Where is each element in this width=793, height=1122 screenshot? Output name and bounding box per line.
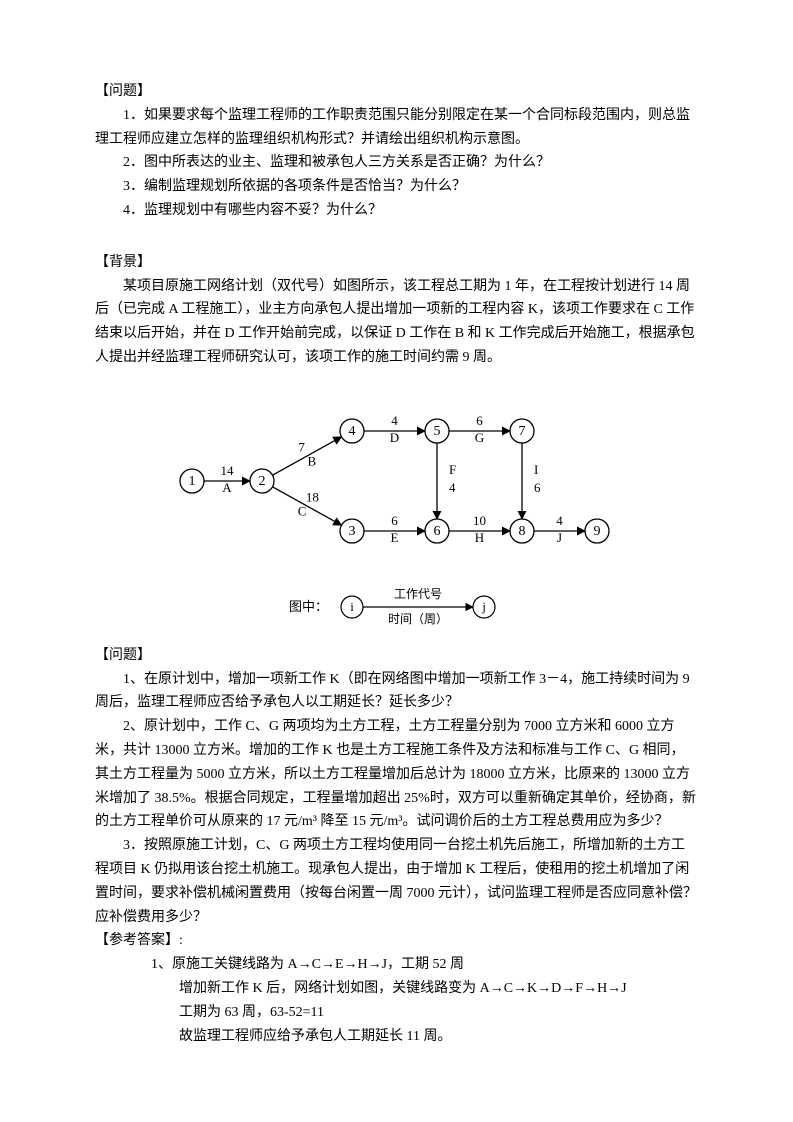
svg-text:F: F <box>449 462 456 477</box>
ans-heading: 【参考答案】: <box>95 929 698 953</box>
svg-text:4: 4 <box>556 513 563 528</box>
ans-line-4: 故监理工程师应给予承包人工期延长 11 周。 <box>95 1025 698 1049</box>
svg-text:i: i <box>350 599 354 614</box>
ans-line-1: 1、原施工关键线路为 A→C→E→H→J，工期 52 周 <box>95 953 698 977</box>
svg-text:7: 7 <box>298 439 305 454</box>
page: 【问题】 1．如果要求每个监理工程师的工作职责范围只能分别限定在某一个合同标段范… <box>0 0 793 1122</box>
svg-text:6: 6 <box>433 524 440 539</box>
bg-heading: 【背景】 <box>95 251 698 275</box>
q1-heading: 【问题】 <box>95 80 698 104</box>
legend-prefix: 图中： <box>289 596 328 618</box>
svg-text:18: 18 <box>305 489 318 504</box>
q1-item-3: 3．编制监理规划所依据的各项条件是否恰当？为什么？ <box>95 175 698 199</box>
q2-item-1: 1、在原计划中，增加一项新工作 K（即在网络图中增加一项新工作 3－4，施工持续… <box>95 668 698 716</box>
svg-text:5: 5 <box>433 424 440 439</box>
svg-text:9: 9 <box>593 524 600 539</box>
svg-text:J: J <box>556 530 561 545</box>
ans-line-3: 工期为 63 周，63-52=11 <box>95 1001 698 1025</box>
svg-text:3: 3 <box>348 524 355 539</box>
svg-text:1: 1 <box>188 474 195 489</box>
q1-item-1: 1．如果要求每个监理工程师的工作职责范围只能分别限定在某一个合同标段范围内，则总… <box>95 104 698 152</box>
network-diagram: A14B7C18D4E6F4G6H10I6J4124356789 <box>95 376 698 576</box>
svg-text:时间（周）: 时间（周） <box>388 612 448 626</box>
svg-text:工作代号: 工作代号 <box>394 587 442 601</box>
svg-text:E: E <box>390 530 398 545</box>
svg-text:G: G <box>474 430 483 445</box>
svg-text:6: 6 <box>391 513 398 528</box>
bg-para: 某项目原施工网络计划（双代号）如图所示，该工程总工期为 1 年，在工程按计划进行… <box>95 275 698 370</box>
legend: 图中： i j 工作代号时间（周） <box>95 584 698 630</box>
svg-text:10: 10 <box>473 513 486 528</box>
svg-text:4: 4 <box>449 480 456 495</box>
svg-text:j: j <box>481 599 486 614</box>
q1-item-2: 2．图中所表达的业主、监理和被承包人三方关系是否正确？为什么？ <box>95 151 698 175</box>
q1-item-4: 4．监理规划中有哪些内容不妥？为什么？ <box>95 199 698 223</box>
q2-item-2: 2、原计划中，工作 C、G 两项均为土方工程，土方工程量分别为 7000 立方米… <box>95 715 698 834</box>
svg-text:B: B <box>307 453 316 468</box>
svg-text:2: 2 <box>258 474 265 489</box>
svg-text:A: A <box>222 480 232 495</box>
svg-text:14: 14 <box>220 463 234 478</box>
svg-text:6: 6 <box>534 480 541 495</box>
svg-text:6: 6 <box>476 413 483 428</box>
svg-text:7: 7 <box>518 424 525 439</box>
ans-line-2: 增加新工作 K 后，网络计划如图，关键线路变为 A→C→K→D→F→H→J <box>95 977 698 1001</box>
svg-text:C: C <box>297 503 306 518</box>
q2-item-3: 3．按照原施工计划，C、G 两项土方工程均使用同一台挖土机先后施工，所增加新的土… <box>95 834 698 929</box>
svg-text:D: D <box>389 430 398 445</box>
svg-text:8: 8 <box>518 524 525 539</box>
svg-text:I: I <box>534 462 538 477</box>
svg-text:4: 4 <box>391 413 398 428</box>
svg-text:4: 4 <box>348 424 355 439</box>
svg-text:H: H <box>474 530 483 545</box>
q2-heading: 【问题】 <box>95 644 698 668</box>
